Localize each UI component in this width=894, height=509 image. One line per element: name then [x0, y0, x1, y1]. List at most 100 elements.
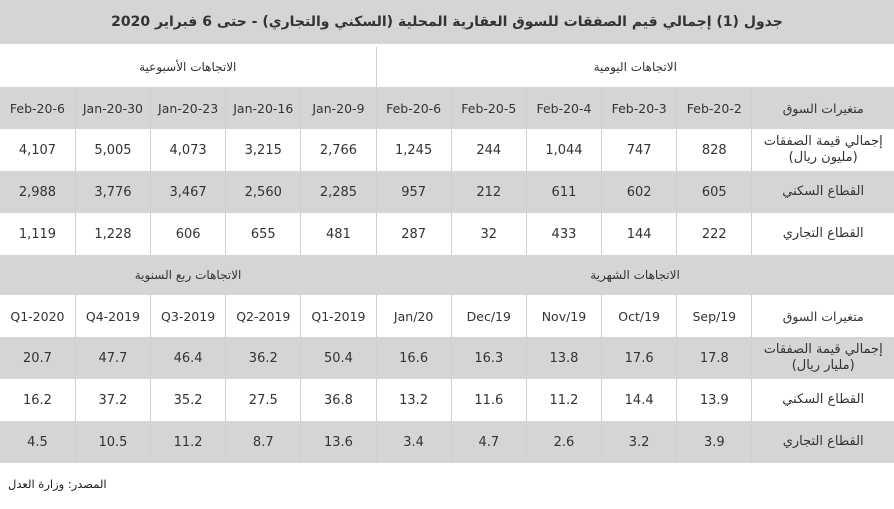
table-cell: 14.4: [601, 379, 677, 421]
column-header: 2020-Q1: [0, 295, 76, 337]
column-header: Nov/19: [525, 295, 602, 337]
column-header: 2019-Q3: [150, 295, 226, 337]
table-cell: 36.8: [300, 379, 377, 421]
column-header: Sep/19: [676, 295, 752, 337]
table-cell: 50.4: [300, 337, 377, 379]
table-cell: 244: [450, 129, 527, 171]
column-header: 9-Jan-20: [300, 87, 377, 129]
table-cell: 13.6: [300, 421, 377, 463]
table-cell: 144: [601, 213, 677, 255]
table-cell: 212: [450, 171, 527, 213]
table-cell: 36.2: [225, 337, 301, 379]
table-cell: 37.2: [74, 379, 151, 421]
column-header: Oct/19: [601, 295, 677, 337]
row-label: القطاع السكني: [751, 171, 894, 213]
table-row: القطاع السكني 605 602 611 212 957 2,285 …: [0, 171, 894, 213]
table-cell: 3,215: [225, 129, 301, 171]
column-header: 2019-Q2: [225, 295, 301, 337]
table-cell: 957: [375, 171, 452, 213]
table-cell: 46.4: [150, 337, 226, 379]
table-cell: 17.6: [601, 337, 677, 379]
section1-column-header: متغيرات السوق 2-Feb-20 3-Feb-20 4-Feb-20…: [0, 87, 894, 129]
table-cell: 655: [225, 213, 301, 255]
table-cell: 2.6: [525, 421, 602, 463]
table-cell: 11.2: [525, 379, 602, 421]
column-header: 23-Jan-20: [150, 87, 226, 129]
table-cell: 4,073: [150, 129, 226, 171]
table-cell: 605: [676, 171, 752, 213]
row-label: القطاع التجاري: [751, 421, 894, 463]
table-cell: 8.7: [225, 421, 301, 463]
table-cell: 2,285: [300, 171, 377, 213]
table-cell: 5,005: [74, 129, 151, 171]
daily-trends-heading: الاتجاهات اليومية: [375, 45, 894, 87]
column-header: متغيرات السوق: [751, 295, 894, 337]
table-cell: 4,107: [0, 129, 76, 171]
column-header: 3-Feb-20: [601, 87, 677, 129]
table-row: القطاع السكني 13.9 14.4 11.2 11.6 13.2 3…: [0, 379, 894, 421]
table-cell: 2,560: [225, 171, 301, 213]
table-cell: 17.8: [676, 337, 752, 379]
table-row: إجمالي قيمة الصفقات (مليار ريال) 17.8 17…: [0, 337, 894, 379]
table-row: القطاع التجاري 222 144 433 32 287 481 65…: [0, 213, 894, 255]
column-header: 2019-Q4: [74, 295, 151, 337]
table-cell: 611: [525, 171, 602, 213]
table-cell: 602: [601, 171, 677, 213]
transactions-table-figure: جدول (1) إجمالي قيم الصفقات للسوق العقار…: [0, 0, 894, 491]
column-header: 2019-Q1: [300, 295, 377, 337]
table-cell: 35.2: [150, 379, 226, 421]
table-cell: 3,467: [150, 171, 226, 213]
table-cell: 47.7: [74, 337, 151, 379]
section2-column-header: متغيرات السوق Sep/19 Oct/19 Nov/19 Dec/1…: [0, 295, 894, 337]
column-header: Dec/19: [450, 295, 527, 337]
column-header: Jan/20: [375, 295, 452, 337]
table-cell: 1,044: [525, 129, 602, 171]
table-cell: 4.5: [0, 421, 76, 463]
column-header: 6-Feb-20: [375, 87, 452, 129]
table-cell: 481: [300, 213, 377, 255]
table-title-row: جدول (1) إجمالي قيم الصفقات للسوق العقار…: [0, 0, 894, 47]
table-cell: 13.9: [676, 379, 752, 421]
section2-group-header: الاتجاهات الشهرية الاتجاهات ربع السنوية: [0, 255, 894, 295]
table-cell: 16.2: [0, 379, 76, 421]
column-header: متغيرات السوق: [751, 87, 894, 129]
monthly-trends-heading: الاتجاهات الشهرية: [376, 255, 894, 295]
table-cell: 747: [601, 129, 677, 171]
table-title: جدول (1) إجمالي قيم الصفقات للسوق العقار…: [0, 0, 894, 47]
row-label: القطاع التجاري: [751, 213, 894, 255]
row-label: القطاع السكني: [751, 379, 894, 421]
table-cell: 606: [150, 213, 226, 255]
table-cell: 222: [676, 213, 752, 255]
table-cell: 13.8: [525, 337, 602, 379]
quarterly-trends-heading: الاتجاهات ربع السنوية: [0, 255, 377, 295]
table-cell: 1,245: [375, 129, 452, 171]
table-cell: 11.2: [150, 421, 226, 463]
table-cell: 11.6: [450, 379, 527, 421]
table-cell: 2,988: [0, 171, 76, 213]
table-cell: 16.3: [450, 337, 527, 379]
table-cell: 828: [676, 129, 752, 171]
table-cell: 1,228: [74, 213, 151, 255]
table-cell: 287: [375, 213, 452, 255]
table-row: القطاع التجاري 3.9 3.2 2.6 4.7 3.4 13.6 …: [0, 421, 894, 463]
table-cell: 3,776: [74, 171, 151, 213]
column-header: 2-Feb-20: [676, 87, 752, 129]
table-cell: 10.5: [74, 421, 151, 463]
table-cell: 3.9: [676, 421, 752, 463]
transactions-table: جدول (1) إجمالي قيم الصفقات للسوق العقار…: [0, 0, 894, 463]
row-label: إجمالي قيمة الصفقات (مليون ريال): [751, 129, 894, 171]
table-cell: 20.7: [0, 337, 76, 379]
table-cell: 32: [450, 213, 527, 255]
column-header: 6-Feb-20: [0, 87, 76, 129]
table-cell: 27.5: [225, 379, 301, 421]
table-row: إجمالي قيمة الصفقات (مليون ريال) 828 747…: [0, 129, 894, 171]
table-cell: 13.2: [375, 379, 452, 421]
row-label: إجمالي قيمة الصفقات (مليار ريال): [751, 337, 894, 379]
section1-group-header: الاتجاهات اليومية الاتجاهات الأسبوعية: [0, 45, 894, 87]
column-header: 16-Jan-20: [225, 87, 301, 129]
column-header: 4-Feb-20: [525, 87, 602, 129]
table-cell: 16.6: [375, 337, 452, 379]
table-cell: 4.7: [450, 421, 527, 463]
column-header: 5-Feb-20: [450, 87, 527, 129]
column-header: 30-Jan-20: [74, 87, 151, 129]
